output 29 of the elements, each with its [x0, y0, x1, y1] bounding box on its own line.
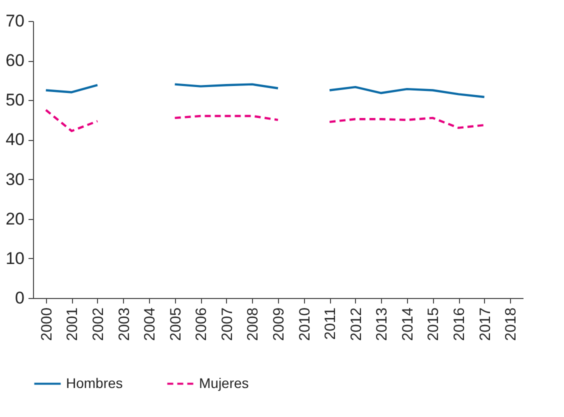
y-tick-label: 20 — [6, 209, 24, 228]
y-tick-label: 70 — [6, 12, 24, 30]
x-tick-label: 2012 — [348, 308, 365, 341]
legend-label: Mujeres — [199, 374, 249, 391]
y-tick-label: 0 — [15, 288, 24, 308]
y-tick-label: 50 — [6, 90, 24, 110]
x-tick-label: 2000 — [38, 308, 56, 341]
x-tick-label: 2010 — [296, 308, 314, 341]
y-tick-label: 40 — [6, 130, 24, 150]
x-tick-label: 2007 — [218, 308, 236, 341]
x-tick-label: 2001 — [64, 308, 82, 341]
x-tick-label: 2009 — [270, 308, 288, 341]
x-tick-label: 2011 — [322, 308, 340, 340]
x-tick-label: 2018 — [502, 308, 520, 341]
x-tick-label: 2015 — [425, 308, 442, 341]
x-tick-label: 2005 — [167, 308, 184, 341]
x-tick-label: 2016 — [451, 308, 468, 341]
legend-label: Hombres — [66, 374, 123, 391]
x-tick-label: 2006 — [193, 308, 210, 341]
x-tick-label: 2002 — [90, 308, 107, 341]
x-tick-label: 2008 — [244, 308, 262, 341]
x-tick-label: 2014 — [399, 308, 416, 341]
y-tick-label: 10 — [6, 248, 24, 268]
x-tick-label: 2003 — [116, 308, 133, 341]
x-tick-label: 2017 — [476, 308, 494, 341]
y-tick-label: 60 — [6, 51, 24, 70]
x-tick-label: 2004 — [142, 308, 159, 341]
y-tick-label: 30 — [6, 170, 24, 189]
x-tick-label: 2013 — [374, 308, 391, 341]
